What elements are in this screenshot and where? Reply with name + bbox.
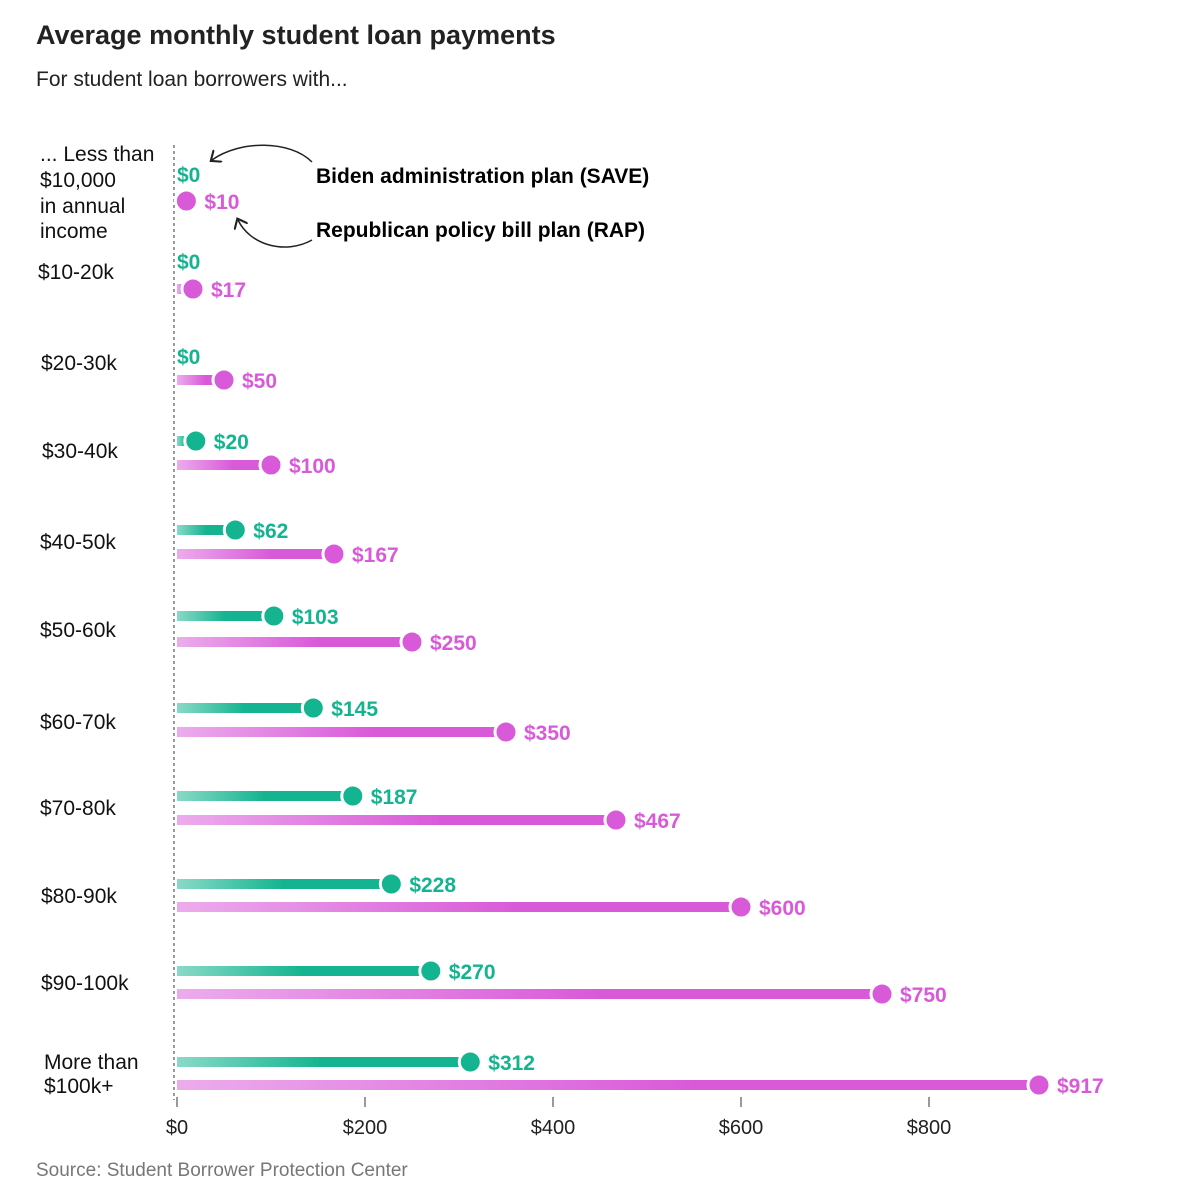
chart-title: Average monthly student loan payments (36, 20, 556, 50)
bar (177, 1080, 1039, 1090)
dot (418, 958, 444, 984)
dot (211, 367, 237, 393)
category-label: $70-80k (40, 797, 116, 820)
bar (177, 549, 334, 559)
dot (728, 894, 754, 920)
bar (177, 703, 314, 713)
dot (222, 517, 248, 543)
dot (340, 783, 366, 809)
data-label: $250 (430, 632, 477, 655)
bar (177, 815, 616, 825)
category-label: $90-100k (41, 972, 129, 995)
bar (177, 611, 274, 621)
x-tick-label: $600 (719, 1117, 764, 1139)
legend-save: Biden administration plan (SAVE) (316, 165, 649, 188)
category-label: More than (44, 1051, 139, 1074)
category-label: $40-50k (40, 531, 116, 554)
category-label: $60-70k (40, 711, 116, 734)
bar (177, 1057, 471, 1067)
category-label: $100k+ (44, 1075, 113, 1098)
data-label: $600 (759, 897, 806, 920)
dot (261, 603, 287, 629)
bar (177, 727, 506, 737)
dot (183, 428, 209, 454)
source-note: Source: Student Borrower Protection Cent… (36, 1160, 408, 1181)
x-tick-label: $0 (166, 1117, 188, 1139)
dot (1026, 1072, 1052, 1098)
bar (177, 637, 412, 647)
dot (457, 1049, 483, 1075)
dot (321, 541, 347, 567)
dot (378, 871, 404, 897)
data-label: $50 (242, 370, 277, 393)
data-label: $467 (634, 810, 681, 833)
data-label: $20 (214, 431, 249, 454)
data-label: $17 (211, 279, 246, 302)
dot (300, 695, 326, 721)
dot (869, 981, 895, 1007)
bar (177, 902, 741, 912)
category-label: $50-60k (40, 619, 116, 642)
category-label: $10,000 (40, 169, 116, 192)
category-label: ... Less than (40, 143, 154, 166)
bar (177, 989, 882, 999)
category-label: $10-20k (38, 261, 114, 284)
data-label: $917 (1057, 1075, 1104, 1098)
bar (177, 966, 431, 976)
data-label: $0 (177, 164, 200, 187)
data-label: $350 (524, 722, 571, 745)
x-tick-label: $200 (343, 1117, 388, 1139)
category-label: $30-40k (42, 440, 118, 463)
x-tick-label: $800 (907, 1117, 952, 1139)
legend-rap: Republican policy bill plan (RAP) (316, 219, 645, 242)
dot (180, 276, 206, 302)
dot (173, 188, 199, 214)
data-label: $10 (204, 191, 239, 214)
category-label: $20-30k (41, 352, 117, 375)
legend-arrow-save (212, 144, 313, 162)
data-label: $145 (331, 698, 378, 721)
data-label: $228 (409, 874, 456, 897)
bar (177, 375, 224, 385)
bar (177, 525, 236, 535)
bar (177, 879, 392, 889)
data-label: $750 (900, 984, 947, 1007)
category-label: income (40, 220, 108, 243)
data-label: $187 (371, 786, 418, 809)
dot (603, 807, 629, 833)
x-tick-label: $400 (531, 1117, 576, 1139)
category-label: in annual (40, 195, 125, 218)
data-label: $312 (488, 1052, 535, 1075)
data-label: $270 (449, 961, 496, 984)
legend-arrow-rap (238, 220, 313, 248)
bar (177, 791, 353, 801)
category-label: $80-90k (41, 885, 117, 908)
bar (177, 460, 271, 470)
dot (258, 452, 284, 478)
data-label: $103 (292, 606, 339, 629)
data-label: $0 (177, 251, 200, 274)
dot (493, 719, 519, 745)
data-label: $0 (177, 346, 200, 369)
data-label: $62 (253, 520, 288, 543)
dot (399, 629, 425, 655)
chart-subtitle: For student loan borrowers with... (36, 68, 348, 91)
data-label: $167 (352, 544, 399, 567)
data-label: $100 (289, 455, 336, 478)
